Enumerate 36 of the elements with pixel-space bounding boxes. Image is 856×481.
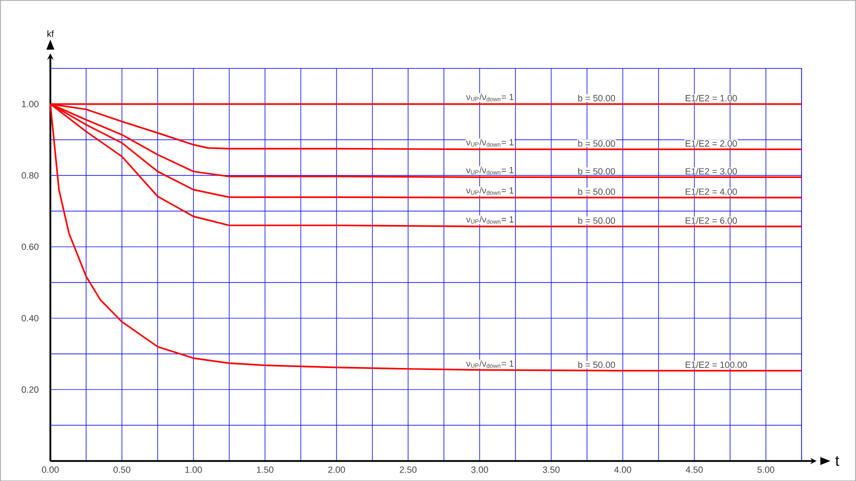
annotation: E1/E2 = 2.00 bbox=[686, 140, 737, 146]
x-tick-label: 0.00 bbox=[42, 466, 59, 473]
annotation: b = 50.00 bbox=[578, 140, 616, 146]
y-tick-label: 0.20 bbox=[22, 386, 38, 393]
x-axis-title: t bbox=[835, 456, 840, 466]
y-tick-label: 1.00 bbox=[22, 100, 38, 108]
x-tick-label: 1.00 bbox=[185, 466, 202, 473]
annotation: ν$_{UP}$/ν$_{down}$= 1 bbox=[466, 186, 514, 195]
annotation: ν$_{UP}$/ν$_{down}$= 1 bbox=[466, 138, 514, 146]
x-tick-label: 3.00 bbox=[471, 466, 488, 473]
annotation: ν$_{UP}$/ν$_{down}$= 1 bbox=[466, 360, 514, 368]
annotation: ν$_{UP}$/ν$_{down}$= 1 bbox=[466, 166, 514, 174]
y-tick-label: 0.60 bbox=[22, 243, 38, 250]
annotation: b = 50.00 bbox=[578, 216, 616, 224]
annotation: b = 50.00 bbox=[578, 361, 616, 368]
x-tick-label: 4.00 bbox=[614, 466, 632, 473]
x-tick-label: 3.50 bbox=[542, 466, 560, 473]
annotation: ν$_{UP}$/ν$_{down}$= 1 bbox=[466, 216, 514, 224]
annotation: E1/E2 = 100.00 bbox=[686, 361, 747, 368]
annotation: E1/E2 = 6.00 bbox=[686, 216, 737, 224]
y-axis-title: kf bbox=[47, 30, 54, 37]
x-tick-label: 5.00 bbox=[757, 466, 774, 473]
x-tick-label: 4.50 bbox=[686, 466, 703, 473]
x-tick-label: 0.50 bbox=[114, 466, 130, 473]
x-tick-label: 2.00 bbox=[328, 466, 345, 473]
annotation: E1/E2 = 4.00 bbox=[686, 188, 737, 195]
x-tick-label: 2.50 bbox=[400, 466, 417, 473]
annotation: E1/E2 = 1.00 bbox=[686, 94, 737, 102]
annotation: b = 50.00 bbox=[578, 94, 616, 102]
annotation: b = 50.00 bbox=[578, 188, 616, 195]
y-tick-label: 0.40 bbox=[22, 314, 38, 322]
x-tick-label: 1.50 bbox=[256, 466, 274, 473]
annotation: ν$_{UP}$/ν$_{down}$= 1 bbox=[466, 93, 514, 102]
y-tick-label: 0.80 bbox=[22, 172, 38, 178]
annotation: b = 50.00 bbox=[578, 168, 616, 174]
annotation: E1/E2 = 3.00 bbox=[686, 168, 737, 174]
